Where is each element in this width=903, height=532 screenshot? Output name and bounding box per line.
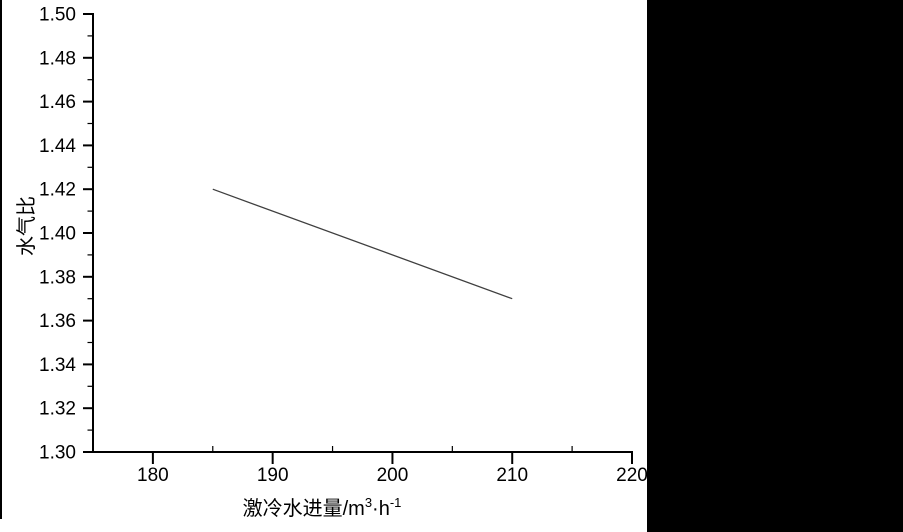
y-tick-label: 1.50	[39, 5, 76, 26]
y-tick-label: 1.48	[39, 48, 76, 69]
y-tick-label: 1.34	[39, 355, 76, 376]
scan-black-region	[647, 0, 903, 532]
y-tick-label: 1.40	[39, 224, 76, 245]
x-tick-label: 200	[377, 465, 409, 486]
y-tick-label: 1.46	[39, 92, 76, 113]
y-axis-title: 水气比	[15, 196, 38, 256]
y-tick-label: 1.36	[39, 311, 76, 332]
x-tick-label: 210	[496, 465, 528, 486]
y-tick-label: 1.38	[39, 267, 76, 288]
y-tick-label: 1.44	[39, 136, 76, 157]
x-tick-label: 180	[137, 465, 169, 486]
x-tick-label: 220	[616, 465, 648, 486]
page-left-edge-line	[0, 0, 2, 519]
y-tick-label: 1.42	[39, 180, 76, 201]
y-tick-label: 1.30	[39, 443, 76, 464]
series-line	[212, 188, 513, 300]
y-tick-label: 1.32	[39, 399, 76, 420]
x-tick-label: 190	[257, 465, 289, 486]
x-axis-title: 激冷水进量/m3·h-1	[243, 495, 402, 520]
